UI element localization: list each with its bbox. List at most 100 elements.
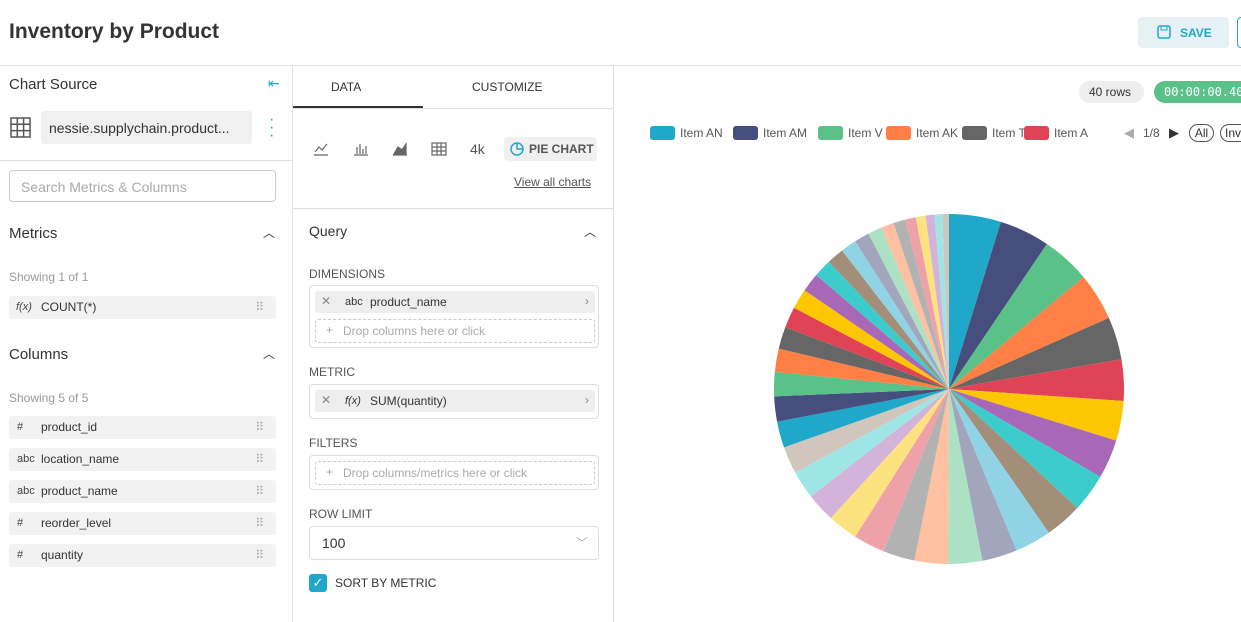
more-button[interactable]: [1237, 17, 1241, 48]
view-all-link[interactable]: View all charts: [514, 175, 592, 189]
metric-box: ✕ f(x) SUM(quantity) ›: [309, 384, 599, 419]
row-limit-select[interactable]: 100 ﹀: [309, 526, 599, 560]
drop-zone[interactable]: + Drop columns/metrics here or click: [315, 461, 595, 485]
drag-handle: ⠿: [255, 452, 264, 466]
metric-icon: f(x): [16, 301, 32, 313]
metric-label: METRIC: [309, 365, 355, 379]
page-title: Inventory by Product: [9, 20, 220, 43]
save-label: SAVE: [1180, 26, 1212, 40]
legend-label: Item AN: [680, 126, 723, 140]
metric-pill[interactable]: ✕ f(x) SUM(quantity) ›: [315, 390, 595, 412]
drag-handle: ⠿: [255, 548, 264, 562]
pie-slice: [842, 241, 949, 389]
pie-slice: [855, 389, 949, 552]
column-item[interactable]: # quantity ⠿: [9, 544, 276, 567]
legend-inv[interactable]: Inv: [1220, 124, 1241, 142]
column-type: abc: [17, 485, 35, 497]
filters-box: + Drop columns/metrics here or click: [309, 455, 599, 490]
tab-customize[interactable]: CUSTOMIZE: [472, 80, 543, 94]
legend-prev[interactable]: ◀: [1124, 125, 1134, 140]
plus: +: [326, 323, 334, 337]
row-count-text: 40 rows: [1089, 85, 1132, 99]
pie-slice: [774, 371, 949, 397]
pie-slice: [947, 389, 983, 564]
dataset-select[interactable]: nessie.supplychain.product...: [41, 111, 252, 144]
legend-all[interactable]: All: [1189, 124, 1214, 142]
dimensions-box: ✕ abc product_name › + Drop columns here or …: [309, 285, 599, 348]
plus: +: [326, 465, 334, 479]
pie-slice: [816, 261, 949, 389]
drop-zone[interactable]: + Drop columns here or click: [315, 319, 595, 343]
dropdown-arrow: ﹀: [575, 536, 588, 550]
chevron[interactable]: ︿: [263, 347, 276, 361]
pie-slice: [883, 389, 949, 561]
pie-slice: [855, 233, 949, 389]
drag-handle: ⠿: [255, 484, 264, 498]
legend-next[interactable]: ▶: [1169, 125, 1179, 140]
collapse-icon[interactable]: ⇤: [268, 75, 280, 91]
pie-slice: [830, 389, 949, 537]
columns-title: Columns: [9, 346, 69, 363]
dimension-pill[interactable]: ✕ abc product_name ›: [315, 291, 595, 313]
pie-slice: [949, 214, 1001, 389]
timer-text: 00:00:00.40: [1164, 85, 1241, 99]
pie-slice: [804, 275, 949, 389]
filters-label: FILTERS: [309, 436, 358, 450]
dataset-menu[interactable]: · · ·: [269, 111, 275, 144]
pie-icon: [510, 142, 524, 156]
drag-handle: ⠿: [255, 300, 264, 314]
legend-swatch: [650, 126, 675, 140]
pie-slice: [949, 243, 1084, 389]
legend-page: 1/8: [1143, 126, 1160, 140]
metric-item[interactable]: f(x) COUNT(*) ⠿: [9, 296, 276, 319]
divider: [0, 160, 292, 161]
pie-slice: [949, 389, 1078, 533]
column-name: location_name: [41, 452, 120, 466]
legend-label: Item AK: [916, 126, 959, 140]
metric-name: COUNT(*): [41, 300, 97, 314]
divider: [613, 66, 614, 622]
column-item[interactable]: abc location_name ⠿: [9, 448, 276, 471]
save-button[interactable]: SAVE: [1138, 17, 1229, 48]
arrow: ›: [585, 393, 589, 407]
column-item[interactable]: # reorder_level ⠿: [9, 512, 276, 535]
pie-slice: [934, 214, 949, 389]
pie-slice: [810, 389, 949, 519]
remove-icon: ✕: [321, 294, 332, 308]
chart-type-icons[interactable]: [313, 141, 453, 157]
pie-slice: [881, 223, 949, 389]
pie-slice: [949, 389, 1101, 508]
pie-slice: [915, 215, 949, 389]
big-number-icon[interactable]: 4k: [470, 141, 485, 157]
pie-chart-button[interactable]: PIE CHART: [504, 137, 597, 161]
column-item[interactable]: abc product_name ⠿: [9, 480, 276, 503]
column-name: reorder_level: [41, 516, 112, 530]
pie-slice: [795, 389, 949, 497]
pie-slice: [774, 348, 949, 389]
pie-slice: [774, 389, 949, 422]
legend-label: Item T: [992, 126, 1026, 140]
chevron[interactable]: ︿: [263, 226, 276, 240]
column-item[interactable]: # product_id ⠿: [9, 416, 276, 439]
checkbox[interactable]: ✓: [309, 574, 327, 592]
sidebar-title: Chart Source: [9, 76, 98, 93]
column-type: #: [17, 421, 24, 433]
tab-data[interactable]: DATA: [331, 80, 362, 94]
columns-count: Showing 5 of 5: [9, 391, 89, 405]
column-name: product_id: [41, 420, 98, 434]
pie-slice: [949, 389, 1049, 551]
pie-chart: [774, 214, 1124, 564]
metric-icon: f(x): [345, 395, 361, 407]
chevron[interactable]: ︿: [584, 225, 597, 239]
drop-text: Drop columns/metrics here or click: [343, 466, 528, 480]
row-limit-value: 100: [322, 535, 346, 551]
pie-slice: [793, 290, 949, 389]
pie-slice: [905, 217, 949, 389]
header: [0, 0, 1241, 66]
legend-label: Item AM: [763, 126, 808, 140]
pie-slice: [949, 277, 1109, 389]
search-input[interactable]: Search Metrics & Columns: [9, 170, 276, 202]
pie-slice: [949, 389, 1117, 477]
column-name: product_name: [41, 484, 118, 498]
